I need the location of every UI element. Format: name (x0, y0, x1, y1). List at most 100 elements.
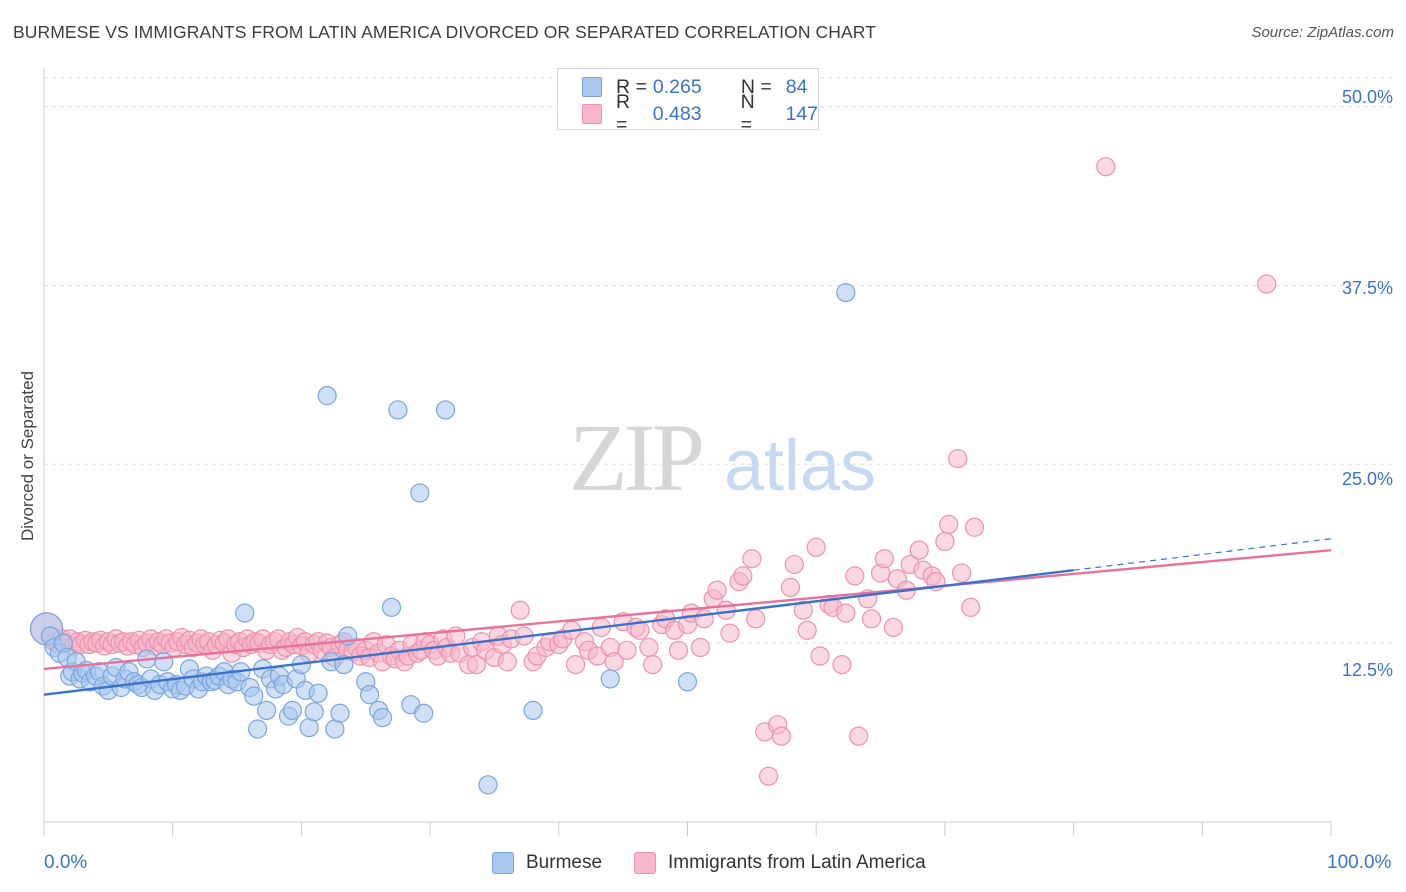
latin-point (466, 655, 487, 675)
burmese-trend-line (43, 568, 1074, 696)
watermark-atlas: atlas (724, 426, 876, 506)
y-tick-label-37-5: 37.5% (1341, 278, 1393, 298)
latin-point (758, 766, 779, 786)
burmese-point (257, 700, 277, 721)
series-burmese (29, 283, 856, 795)
r-value: 0.483 (652, 102, 702, 125)
latin-point (952, 563, 972, 583)
burmese-point (435, 400, 456, 420)
source-label: Source: ZipAtlas.com (1251, 24, 1394, 41)
latin-point (617, 640, 637, 660)
burmese-point (282, 700, 302, 721)
burmese-point (304, 702, 324, 722)
latin-point (720, 623, 740, 643)
y-tick-label-12-5: 12.5% (1341, 660, 1393, 680)
r-label: R = (615, 91, 631, 136)
legend-label-latin: Immigrants from Latin America (668, 852, 926, 873)
burmese-point (600, 669, 620, 689)
burmese-point (410, 483, 430, 503)
burmese-swatch (582, 77, 602, 97)
burmese-point (388, 400, 408, 420)
latin-point (668, 640, 689, 660)
burmese-point (677, 672, 698, 692)
latin-point (630, 620, 650, 640)
burmese-point (317, 386, 337, 406)
burmese-legend-swatch (492, 852, 514, 874)
burmese-point (414, 703, 434, 723)
watermark: ZIP atlas (569, 404, 876, 511)
burmese-point (235, 603, 255, 623)
burmese-point (154, 652, 174, 672)
chart-title: BURMESE VS IMMIGRANTS FROM LATIN AMERICA… (13, 22, 877, 42)
y-tick-label-25: 25.0% (1341, 469, 1393, 489)
burmese-point (308, 683, 328, 703)
latin-point (832, 655, 852, 675)
latin-point (845, 566, 865, 586)
latin-point (935, 531, 955, 552)
latin-point (707, 580, 727, 600)
burmese-point (836, 283, 856, 303)
burmese-point (244, 686, 264, 706)
burmese-point (523, 700, 543, 721)
latin-point (639, 637, 659, 658)
series-legend: Burmese Immigrants from Latin America (0, 852, 1406, 878)
latin-point (497, 652, 517, 672)
latin-trend-line (43, 548, 1332, 671)
latin-point (1096, 157, 1116, 177)
latin-point (861, 609, 882, 629)
axes (43, 68, 1332, 836)
latin-point (849, 726, 869, 746)
grid (44, 77, 1392, 644)
r-label: R = (616, 75, 647, 98)
latin-point (780, 577, 801, 597)
n-label: N = (740, 91, 755, 136)
latin-point (909, 540, 929, 560)
legend-row-burmese: R = 0.265 N = 84 (582, 75, 807, 99)
latin-point (793, 600, 813, 620)
latin-legend-swatch (634, 852, 656, 874)
latin-point (643, 655, 663, 675)
n-value: 147 (785, 102, 819, 125)
latin-point (690, 637, 710, 658)
latin-swatch (582, 104, 602, 124)
latin-point (797, 620, 817, 640)
burmese-point (360, 685, 380, 705)
latin-point (810, 646, 830, 666)
burmese-point (372, 707, 393, 728)
latin-point (1257, 274, 1277, 294)
r-value: 0.265 (652, 75, 702, 98)
legend-item-burmese[interactable]: Burmese (492, 852, 602, 874)
burmese-point (478, 775, 498, 795)
latin-point (939, 514, 959, 535)
latin-point (771, 726, 792, 746)
latin-point (742, 549, 762, 569)
latin-point (694, 609, 714, 629)
n-value: 84 (785, 75, 808, 98)
watermark-zip: ZIP (569, 404, 702, 511)
latin-point (883, 617, 904, 638)
latin-point (565, 655, 586, 675)
burmese-point (248, 719, 268, 739)
stats-legend: R = 0.265 N = 84 R = 0.483 N = 147 (557, 68, 819, 136)
latin-point (961, 597, 981, 617)
legend-row-latin: R = 0.483 N = 147 (582, 91, 819, 136)
latin-point (948, 448, 968, 469)
burmese-point (330, 703, 350, 723)
burmese-point (381, 597, 402, 617)
latin-point (964, 517, 985, 537)
x-tick-label-max: 100.0% (1327, 852, 1392, 873)
legend-item-latin[interactable]: Immigrants from Latin America (634, 852, 926, 874)
latin-point (733, 566, 753, 586)
latin-point (510, 600, 530, 620)
n-label: N = (740, 75, 772, 98)
latin-point (806, 537, 826, 557)
legend-label-burmese: Burmese (526, 852, 603, 873)
latin-point (746, 609, 766, 629)
latin-point (784, 554, 804, 575)
latin-point (874, 549, 895, 569)
latin-point (836, 603, 856, 623)
y-tick-label-50: 50.0% (1341, 87, 1393, 107)
trend-lines (43, 538, 1332, 696)
x-tick-label-min: 0.0% (44, 852, 88, 873)
